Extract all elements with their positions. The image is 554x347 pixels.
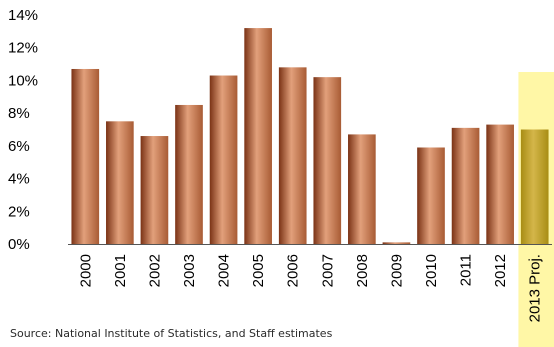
x-tick-label: 2009: [388, 254, 405, 287]
bar-2003: [175, 104, 203, 244]
y-tick-label: 10%: [8, 72, 38, 89]
bar-2011: [451, 127, 480, 244]
x-tick-label: 2013 Proj.: [527, 254, 544, 322]
x-tick-label: 2000: [77, 254, 94, 287]
source-note: Source: National Institute of Statistics…: [10, 327, 333, 340]
y-tick-label: 0%: [8, 236, 30, 253]
bar-2006: [278, 67, 307, 244]
x-tick-label: 2010: [423, 254, 440, 287]
bar-2004: [209, 75, 238, 245]
x-tick-label: 2003: [181, 254, 198, 287]
bar-2002: [140, 136, 169, 244]
x-tick-label: 2002: [146, 254, 163, 287]
bar-2000: [71, 68, 100, 244]
x-tick-label: 2011: [458, 254, 475, 286]
y-tick-label: 8%: [8, 105, 30, 122]
bar-2010: [417, 147, 445, 244]
bar-2005: [244, 28, 272, 245]
x-tick-label: 2006: [285, 254, 302, 287]
x-tick-label: 2007: [319, 254, 336, 287]
y-tick-label: 4%: [8, 171, 30, 188]
bar-2001: [106, 121, 134, 244]
bar-2013-proj: [520, 129, 549, 244]
bar-2007: [313, 77, 342, 245]
y-tick-label: 6%: [8, 138, 30, 155]
x-tick-label: 2001: [112, 254, 129, 287]
x-tick-label: 2008: [354, 254, 371, 287]
x-tick-label: 2005: [250, 254, 267, 287]
y-tick-label: 2%: [8, 203, 30, 220]
y-tick-label: 12%: [8, 40, 38, 57]
bar-2012: [486, 124, 514, 244]
bar-2009: [382, 242, 411, 244]
x-tick-label: 2004: [216, 254, 233, 287]
bar-2008: [348, 134, 376, 244]
y-tick-label: 14%: [8, 7, 38, 24]
x-tick-label: 2012: [492, 254, 509, 287]
